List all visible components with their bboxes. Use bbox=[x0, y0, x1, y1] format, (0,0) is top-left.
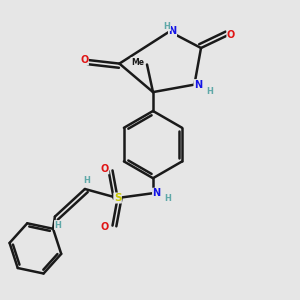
Text: H: H bbox=[55, 220, 61, 230]
Text: H: H bbox=[164, 194, 171, 203]
Text: O: O bbox=[80, 55, 88, 65]
Text: O: O bbox=[101, 164, 109, 174]
Text: N: N bbox=[152, 188, 161, 198]
Text: H: H bbox=[83, 176, 90, 185]
Text: N: N bbox=[168, 26, 177, 37]
Text: N: N bbox=[194, 80, 202, 90]
Text: O: O bbox=[227, 30, 235, 40]
Text: S: S bbox=[114, 193, 122, 203]
Text: Me: Me bbox=[131, 58, 144, 67]
Text: H: H bbox=[164, 22, 170, 31]
Text: O: O bbox=[101, 222, 109, 232]
Text: H: H bbox=[206, 87, 213, 96]
